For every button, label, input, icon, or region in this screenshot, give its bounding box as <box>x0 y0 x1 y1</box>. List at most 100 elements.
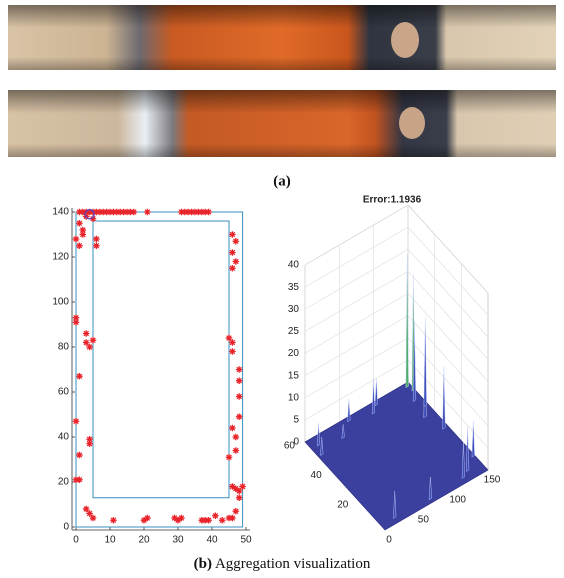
y-tick-label: 60 <box>58 387 70 398</box>
z-tick-label: 25 <box>288 326 300 337</box>
point <box>72 318 80 326</box>
surface-spike <box>412 321 417 402</box>
z-tick-label: 30 <box>288 304 300 315</box>
point <box>89 514 97 522</box>
surface-spike <box>341 424 345 439</box>
point <box>229 424 236 432</box>
point <box>82 339 90 346</box>
y-tick-label: 120 <box>52 252 69 263</box>
point <box>232 507 240 515</box>
point <box>76 372 83 380</box>
panel-b-caption: (b) Aggregation visualization <box>194 556 371 572</box>
point <box>93 208 100 216</box>
point <box>93 242 100 250</box>
scatter-plot: 0 20 40 60 80 100 120 140 0 10 20 30 40 50 <box>52 207 252 546</box>
surface-spike <box>428 476 432 501</box>
point <box>86 208 93 216</box>
point <box>188 208 195 216</box>
grid-line <box>304 204 489 294</box>
surface-spike <box>347 398 351 423</box>
point <box>120 208 127 216</box>
surface-spike <box>471 420 475 458</box>
point <box>72 417 80 425</box>
point <box>184 208 192 216</box>
point <box>86 440 93 448</box>
point <box>212 512 219 520</box>
z-tick-label: 15 <box>288 370 300 381</box>
point <box>76 242 83 250</box>
y-tick-label: 60 <box>284 441 296 452</box>
point <box>86 343 93 351</box>
point <box>225 334 233 342</box>
point <box>235 366 243 373</box>
point <box>232 258 240 265</box>
point <box>232 237 240 245</box>
z-tick-label: 0 <box>293 437 299 448</box>
x-tick-label: 30 <box>172 535 184 546</box>
z-tick-label: 35 <box>288 282 300 293</box>
panel-b-label: (b) <box>194 556 212 572</box>
point <box>82 505 90 513</box>
point <box>123 208 131 216</box>
point <box>239 483 246 490</box>
point <box>235 413 243 421</box>
point <box>140 516 148 524</box>
point <box>93 235 100 243</box>
x-tick-label: 150 <box>484 475 501 486</box>
point <box>225 514 233 522</box>
point <box>96 208 104 216</box>
point <box>235 393 243 400</box>
surface-plot: 0 5 10 15 20 25 30 35 40 0 50 100 150 20 40 60 Error:1.1… <box>284 195 501 546</box>
point <box>72 235 80 243</box>
y-tick-label: 40 <box>311 470 323 481</box>
panel-b-text: Aggregation visualization <box>215 556 371 572</box>
panel-a-label: (a) <box>273 173 291 189</box>
highlight-marker <box>84 209 95 220</box>
surface-spike <box>466 426 470 472</box>
point <box>191 208 199 216</box>
point <box>110 208 117 216</box>
point <box>229 348 236 355</box>
surface-spike <box>320 436 324 456</box>
y-tick-label: 140 <box>52 207 69 218</box>
point <box>201 208 209 216</box>
point <box>76 219 83 227</box>
point <box>232 485 240 493</box>
surface-spike <box>374 378 378 407</box>
surface-spike <box>393 491 397 519</box>
point <box>229 249 236 256</box>
y-tick-label: 20 <box>337 499 349 510</box>
point <box>235 487 243 495</box>
point <box>225 453 233 461</box>
point <box>144 514 151 522</box>
surface-spike <box>371 377 376 415</box>
x-tick-label: 10 <box>104 535 116 546</box>
point <box>130 208 138 216</box>
point <box>113 208 121 216</box>
z-tick-label: 10 <box>288 392 300 403</box>
point <box>76 476 83 484</box>
point <box>229 339 236 346</box>
x-tick-label: 20 <box>138 535 150 546</box>
y-tick-label: 0 <box>63 522 69 533</box>
point <box>195 208 202 216</box>
point <box>229 264 236 272</box>
x-tick-label: 40 <box>206 535 218 546</box>
point <box>235 377 243 385</box>
x-tick-label: 50 <box>418 515 430 526</box>
grid-line <box>304 226 489 316</box>
z-tick-label: 40 <box>288 260 300 271</box>
inner-rect <box>92 220 230 499</box>
panorama-top <box>8 5 556 70</box>
y-tick-label: 100 <box>52 297 69 308</box>
point <box>89 215 97 223</box>
surface-spike <box>423 317 427 407</box>
z-tick-label: 20 <box>288 348 300 359</box>
x-tick-label: 0 <box>386 535 392 546</box>
panorama-bottom <box>8 90 556 157</box>
point <box>201 516 209 524</box>
y-tick-label: 40 <box>58 432 70 443</box>
point <box>229 483 236 490</box>
point <box>116 208 124 216</box>
